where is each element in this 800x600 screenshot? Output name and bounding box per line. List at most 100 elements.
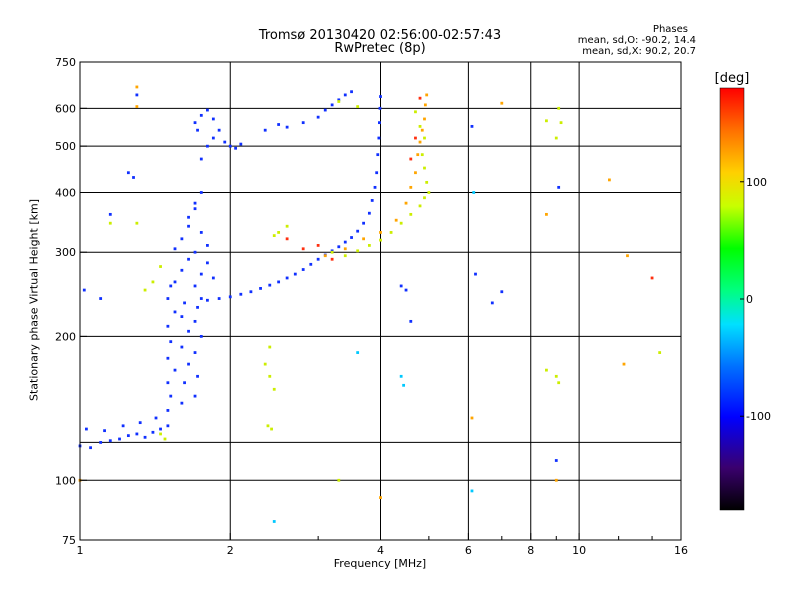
data-point (418, 96, 422, 100)
y-tick-label: 200 (55, 330, 76, 343)
data-point (337, 98, 341, 102)
data-point (557, 106, 561, 110)
data-point (272, 234, 276, 237)
data-point (228, 144, 232, 148)
x-tick-label: 16 (674, 544, 688, 557)
data-point (199, 272, 203, 276)
data-point (316, 244, 320, 247)
data-point (180, 315, 184, 319)
data-point (404, 201, 408, 205)
data-point (268, 283, 272, 287)
y-tick-label: 500 (55, 140, 76, 153)
data-point (108, 212, 112, 216)
data-point (199, 113, 203, 117)
data-point (187, 257, 190, 261)
data-point (323, 108, 327, 112)
data-point (169, 284, 173, 288)
colorbar-ticks: 100 0 -100 (740, 176, 771, 423)
data-point (409, 157, 413, 161)
data-point (414, 110, 417, 114)
data-point (557, 381, 561, 385)
data-point (193, 201, 197, 205)
x-tick-label: 4 (377, 544, 384, 557)
data-point (418, 140, 422, 144)
data-point (423, 117, 426, 121)
data-point (173, 310, 177, 314)
data-point (356, 105, 360, 109)
data-point (399, 374, 403, 378)
data-point (159, 427, 162, 431)
x-axis-ticks: 1 2 4 6 8 10 16 (77, 533, 688, 557)
data-point (650, 276, 654, 280)
colorbar-label: [deg] (715, 71, 750, 86)
data-point (211, 276, 215, 280)
data-point (399, 284, 403, 288)
data-point (285, 237, 289, 241)
x-tick-label: 10 (572, 544, 586, 557)
data-point (356, 229, 360, 233)
data-point (389, 231, 393, 234)
data-point (301, 268, 305, 271)
data-point (239, 142, 243, 146)
data-point (409, 185, 413, 189)
data-point (126, 171, 130, 175)
data-point (263, 128, 267, 132)
data-point (206, 261, 209, 265)
colorbar-tick-label: 0 (746, 293, 753, 306)
data-point (272, 520, 276, 523)
data-point (187, 329, 190, 333)
data-point (427, 191, 431, 194)
data-point (367, 244, 371, 247)
data-point (103, 429, 106, 433)
data-point (626, 254, 629, 258)
data-point (126, 434, 130, 438)
data-point (402, 383, 406, 387)
phases-title: Phases (652, 24, 688, 35)
data-point (474, 272, 477, 276)
phase-x-stats: mean, sd,X: 90.2, 20.7 (582, 46, 696, 57)
data-point (143, 435, 147, 439)
data-point (418, 124, 422, 128)
data-point (217, 128, 221, 132)
data-point (223, 140, 227, 144)
data-point (263, 362, 267, 366)
data-point (373, 185, 377, 189)
data-point (554, 459, 558, 462)
data-point (293, 272, 297, 276)
data-point (399, 221, 403, 225)
data-point (166, 424, 170, 428)
data-point (285, 224, 289, 228)
data-point (228, 295, 232, 299)
data-point (206, 144, 209, 148)
data-point (301, 121, 305, 125)
data-point (206, 298, 209, 302)
data-point (309, 262, 313, 266)
data-point (490, 301, 494, 305)
data-point (135, 221, 139, 225)
data-point (350, 90, 353, 94)
data-point (376, 153, 380, 157)
data-point (379, 231, 382, 234)
data-point (180, 401, 184, 405)
data-point (343, 93, 347, 97)
data-point (337, 100, 341, 103)
data-point (425, 93, 429, 97)
data-point (173, 247, 177, 251)
data-point (187, 362, 190, 366)
data-point (557, 185, 561, 189)
data-point (259, 287, 262, 290)
data-point (362, 221, 366, 225)
data-point (330, 250, 334, 254)
data-point (159, 265, 162, 268)
grid-lines (80, 62, 681, 540)
data-point (135, 85, 139, 89)
data-point (554, 136, 558, 140)
data-points (78, 85, 662, 523)
data-point (193, 207, 197, 211)
data-point (193, 121, 197, 125)
data-point (285, 125, 289, 129)
x-tick-label: 8 (527, 544, 534, 557)
data-point (554, 478, 558, 482)
y-tick-label: 100 (55, 474, 76, 487)
